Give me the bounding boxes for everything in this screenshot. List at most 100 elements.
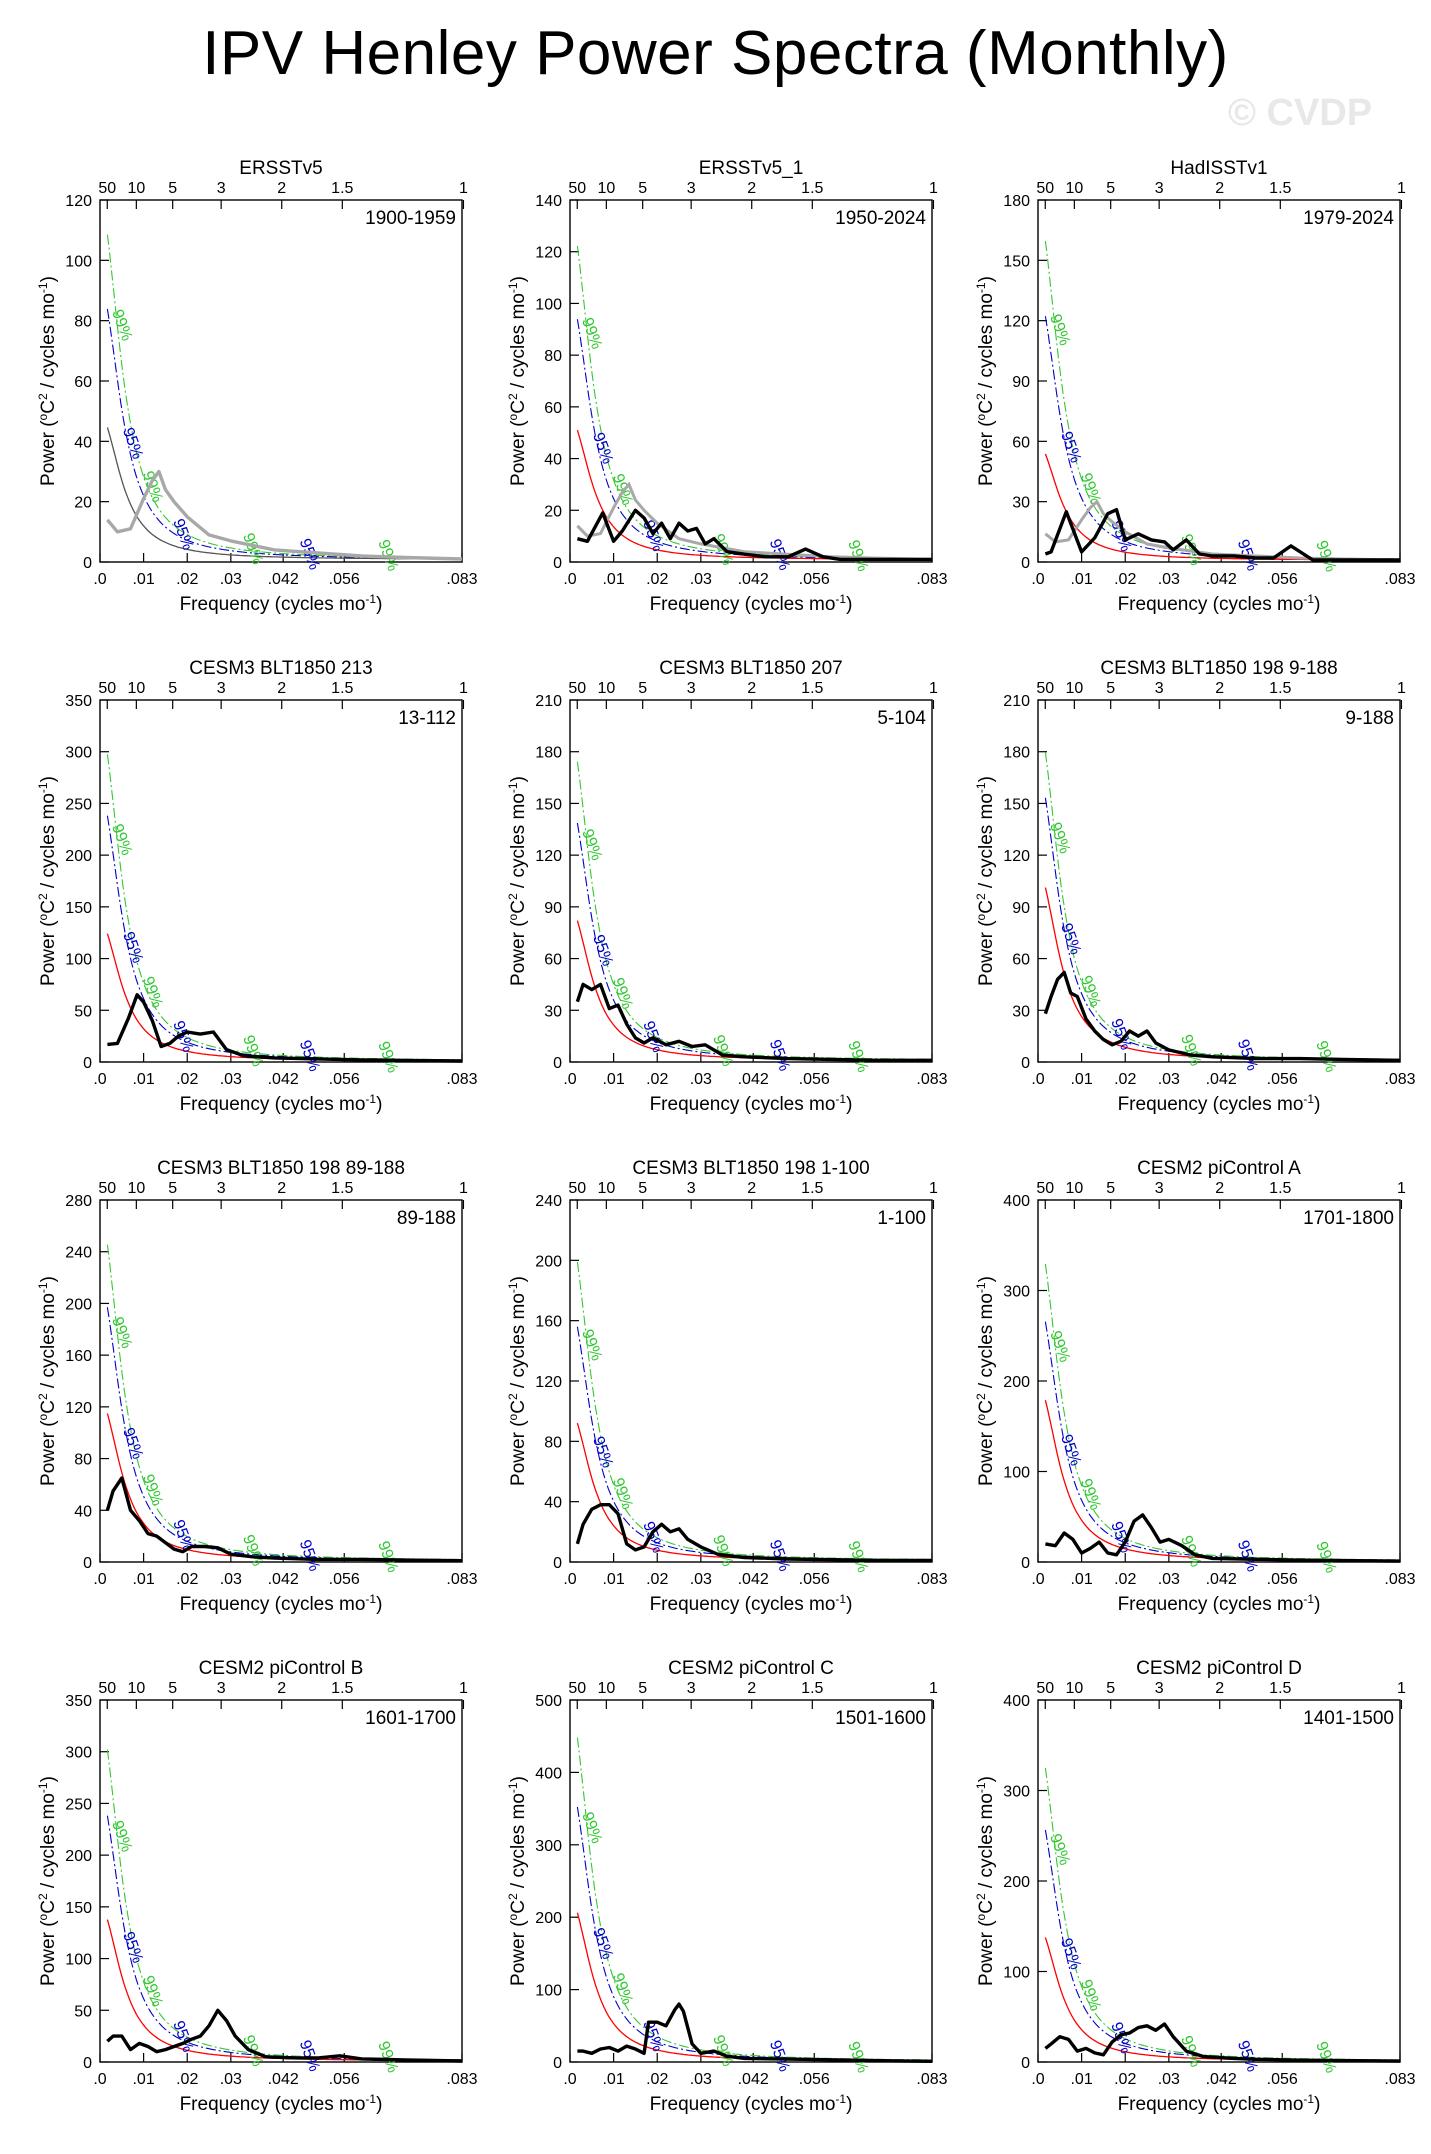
panel-title: CESM3 BLT1850 207	[659, 658, 842, 679]
x-tick-label: .083	[446, 1071, 477, 1088]
y-tick-label: 300	[1003, 1284, 1030, 1301]
y-tick-label: 150	[1003, 796, 1030, 813]
x-tick-label: .02	[176, 1571, 198, 1588]
page-title: IPV Henley Power Spectra (Monthly)	[202, 19, 1229, 88]
y-tick-label: 0	[83, 1055, 92, 1072]
x-tick-label: .01	[1070, 571, 1092, 588]
x-tick-label: .03	[1158, 571, 1180, 588]
y-tick-label: 250	[65, 1796, 92, 1813]
x-tick-label: .02	[1114, 571, 1136, 588]
period-tick-label: 1	[459, 180, 468, 197]
y-tick-label: 150	[535, 796, 562, 813]
y-tick-label: 60	[544, 400, 562, 417]
spectrum-line	[107, 993, 463, 1063]
period-tick-label: 1	[459, 680, 468, 697]
x-axis-label: Frequency (cycles mo-1)	[650, 592, 853, 615]
x-tick-label: .056	[329, 1071, 360, 1088]
y-tick-label: 40	[74, 434, 92, 451]
period-tick-label: 1.5	[1269, 1680, 1291, 1697]
period-tick-label: 2	[1215, 1180, 1224, 1197]
x-tick-label: .02	[646, 1571, 668, 1588]
y-tick-label: 0	[1021, 555, 1030, 572]
y-tick-label: 180	[1003, 193, 1030, 210]
period-tick-label: 5	[638, 1680, 647, 1697]
period-tick-label: 1.5	[1269, 680, 1291, 697]
y-tick-label: 40	[74, 1503, 92, 1520]
y-tick-label: 30	[1012, 495, 1030, 512]
y-tick-label: 30	[1012, 1003, 1030, 1020]
x-axis-label: Frequency (cycles mo-1)	[180, 1592, 383, 1615]
period-label: 1401-1500	[1303, 1708, 1394, 1729]
x-axis-label: Frequency (cycles mo-1)	[650, 2092, 853, 2115]
y-tick-label: 120	[65, 1400, 92, 1417]
y-tick-label: 100	[1003, 1465, 1030, 1482]
period-tick-label: 1	[929, 180, 938, 197]
y-axis-label: Power (oC2 / cycles mo-1)	[506, 1776, 529, 1986]
period-tick-label: 2	[747, 180, 756, 197]
plot-frame	[569, 1699, 933, 2063]
y-tick-label: 100	[535, 296, 562, 313]
period-tick-label: 1	[1397, 1180, 1406, 1197]
y-tick-label: 120	[1003, 848, 1030, 865]
x-tick-label: .042	[738, 571, 769, 588]
y-tick-label: 0	[553, 555, 562, 572]
x-tick-label: .083	[446, 1571, 477, 1588]
period-tick-label: 1	[459, 1180, 468, 1197]
y-tick-label: 150	[1003, 253, 1030, 270]
x-tick-label: .02	[646, 1071, 668, 1088]
period-tick-label: 5	[168, 1680, 177, 1697]
y-axis-label: Power (oC2 / cycles mo-1)	[974, 276, 997, 486]
y-tick-label: 60	[1012, 952, 1030, 969]
y-tick-label: 0	[553, 1055, 562, 1072]
x-tick-label: .03	[220, 1071, 242, 1088]
plot-frame	[99, 1199, 463, 1563]
period-tick-label: 1.5	[331, 1180, 353, 1197]
period-tick-label: 1	[929, 1680, 938, 1697]
x-tick-label: .056	[799, 2071, 830, 2088]
y-tick-label: 240	[65, 1245, 92, 1262]
period-label: 1501-1600	[835, 1708, 926, 1729]
ci99-curve	[576, 761, 932, 1060]
period-tick-label: 1	[1397, 680, 1406, 697]
period-tick-label: 10	[597, 680, 615, 697]
period-tick-label: 50	[98, 180, 116, 197]
period-tick-label: 5	[1106, 1680, 1115, 1697]
x-tick-label: .056	[1267, 571, 1298, 588]
x-axis-label: Frequency (cycles mo-1)	[1118, 592, 1321, 615]
x-tick-label: .01	[602, 2071, 624, 2088]
x-tick-label: .0	[1031, 2071, 1044, 2088]
spectrum-line	[1044, 508, 1400, 562]
period-tick-label: 1	[459, 1680, 468, 1697]
y-tick-label: 300	[535, 1838, 562, 1855]
x-tick-label: .0	[93, 2071, 106, 2088]
x-tick-label: .0	[563, 571, 576, 588]
x-tick-label: .01	[132, 571, 154, 588]
y-tick-label: 210	[535, 693, 562, 710]
x-tick-label: .056	[1267, 2071, 1298, 2088]
y-tick-label: 350	[65, 693, 92, 710]
period-tick-label: 2	[277, 680, 286, 697]
y-tick-label: 200	[1003, 1874, 1030, 1891]
ci99-curve	[106, 234, 462, 559]
period-tick-label: 10	[597, 1180, 615, 1197]
y-tick-label: 0	[83, 555, 92, 572]
panel-title: CESM3 BLT1850 198 1-100	[632, 1158, 869, 1179]
panel-title: CESM2 piControl C	[668, 1658, 834, 1679]
y-tick-label: 200	[65, 1296, 92, 1313]
x-tick-label: .083	[1384, 2071, 1415, 2088]
x-tick-label: .03	[690, 571, 712, 588]
period-tick-label: 10	[1065, 680, 1083, 697]
period-label: 89-188	[397, 1208, 456, 1229]
y-axis-label: Power (oC2 / cycles mo-1)	[36, 276, 59, 486]
x-tick-label: .03	[1158, 1571, 1180, 1588]
x-tick-label: .02	[176, 1071, 198, 1088]
x-tick-label: .01	[1070, 1571, 1092, 1588]
x-tick-label: .0	[1031, 571, 1044, 588]
period-tick-label: 5	[168, 1180, 177, 1197]
